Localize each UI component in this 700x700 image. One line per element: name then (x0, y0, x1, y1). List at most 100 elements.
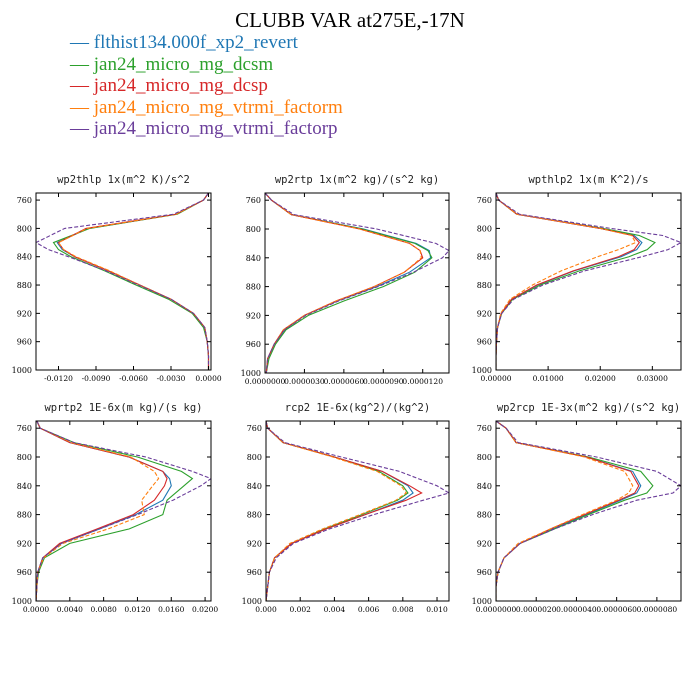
x-tick-label: 0.02000 (585, 374, 616, 383)
panel-title: wp2thlp 1x(m^2 K)/s^2 (57, 174, 190, 186)
x-tick-label: 0.0200 (192, 605, 218, 614)
legend-marker: — (70, 118, 89, 139)
y-tick-label: 800 (477, 224, 492, 233)
series-line (266, 421, 414, 601)
chart-panel: wpthlp2 1x(m K^2)/s 760 800 840 880 920 960 100… (472, 174, 682, 383)
x-tick-label: 0.00000 (480, 374, 511, 383)
y-tick-label: 920 (17, 309, 32, 318)
series-line (265, 193, 422, 373)
x-tick-label: 0.0000000 (245, 377, 286, 386)
x-tick-label: 0.0000120 (402, 377, 443, 386)
series-line (496, 193, 656, 370)
series-line (496, 193, 641, 370)
y-tick-label: 840 (477, 253, 492, 262)
legend-label: jan24_micro_mg_dcsp (93, 75, 268, 96)
y-tick-label: 880 (17, 511, 32, 520)
y-tick-label: 1000 (472, 597, 492, 606)
y-tick-label: 880 (17, 281, 32, 290)
legend-entry: — jan24_micro_mg_dcsm (70, 54, 343, 76)
y-tick-label: 760 (477, 424, 492, 433)
legend-label: jan24_micro_mg_dcsm (93, 53, 274, 75)
x-tick-label: 0.0120 (124, 605, 150, 614)
y-tick-label: 1000 (472, 366, 492, 375)
legend-label: jan24_micro_mg_vtrmi_factorp (93, 118, 338, 139)
chart-panel: rcp2 1E-6x(kg^2)/(kg^2) 760 800 840 880 920 96… (242, 402, 450, 614)
x-tick-label: 0.0000 (195, 374, 221, 383)
series-line (496, 421, 654, 601)
y-tick-label: 880 (477, 281, 492, 290)
y-tick-label: 800 (17, 224, 32, 233)
x-tick-label: 0.006 (358, 605, 380, 614)
y-tick-label: 920 (246, 311, 261, 320)
x-tick-label: 0.0000020 (516, 605, 557, 614)
y-tick-label: 800 (477, 453, 492, 462)
y-tick-label: 920 (17, 539, 32, 548)
y-tick-label: 840 (247, 482, 262, 491)
series-line (265, 193, 432, 373)
y-tick-label: 840 (17, 482, 32, 491)
x-tick-label: -0.0090 (82, 374, 111, 383)
x-tick-label: 0.000 (255, 605, 277, 614)
y-tick-label: 840 (477, 482, 492, 491)
chart-panel: wp2rtp 1x(m^2 kg)/(s^2 kg) 760 800 840 880 92… (241, 174, 450, 386)
legend-entry: — flthist134.000f_xp2_revert (70, 32, 343, 54)
chart-panel: wp2thlp 1x(m^2 K)/s^2 760 800 840 880 920 960 1… (12, 174, 222, 383)
y-tick-label: 1000 (242, 597, 262, 606)
y-tick-label: 840 (246, 254, 261, 263)
x-tick-label: 0.0000080 (637, 605, 678, 614)
y-tick-label: 760 (17, 424, 32, 433)
series-line (496, 193, 637, 370)
series-line (266, 421, 449, 601)
plot-frame (264, 192, 450, 374)
x-tick-label: -0.0120 (44, 374, 73, 383)
y-tick-label: 800 (246, 225, 261, 234)
series-line (266, 421, 423, 601)
panel-title: wp2rtp 1x(m^2 kg)/(s^2 kg) (275, 174, 439, 186)
plot-frame (265, 420, 450, 602)
y-tick-label: 960 (17, 338, 32, 347)
series-line (36, 421, 160, 601)
legend-marker: — (70, 75, 89, 96)
y-tick-label: 760 (247, 424, 262, 433)
figure-title: CLUBB VAR at275E,-17N (235, 8, 465, 32)
panel-title: rcp2 1E-6x(kg^2)/(kg^2) (285, 402, 430, 414)
y-tick-label: 760 (246, 196, 261, 205)
series-line (496, 193, 643, 370)
x-tick-label: 0.002 (289, 605, 311, 614)
y-tick-label: 760 (477, 196, 492, 205)
series-line (496, 421, 634, 601)
x-tick-label: 0.0040 (57, 605, 83, 614)
chart-panel: wprtp2 1E-6x(m kg)/(s kg) 760 800 840 880 920… (12, 402, 219, 614)
series-line (57, 193, 210, 370)
series-line (496, 421, 681, 601)
plot-frame (35, 192, 212, 371)
x-tick-label: 0.0000000 (476, 605, 517, 614)
x-tick-label: 0.0080 (91, 605, 117, 614)
panel-title: wprtp2 1E-6x(m kg)/(s kg) (44, 402, 202, 414)
x-tick-label: 0.0000090 (363, 377, 404, 386)
panel-title: wp2rcp 1E-3x(m^2 kg)/(s^2 kg) (497, 402, 680, 414)
legend-entry: — jan24_micro_mg_vtrmi_factorp (70, 118, 343, 140)
series-line (496, 193, 681, 370)
y-tick-label: 960 (477, 338, 492, 347)
chart-panel: wp2rcp 1E-3x(m^2 kg)/(s^2 kg) 760 800 840 88… (472, 402, 682, 614)
y-tick-label: 1000 (12, 366, 32, 375)
x-tick-label: 0.0160 (158, 605, 184, 614)
y-tick-label: 1000 (12, 597, 32, 606)
series-line (265, 193, 424, 373)
series-line (496, 421, 640, 601)
series-line (265, 193, 433, 373)
x-tick-label: 0.0000 (23, 605, 49, 614)
y-tick-label: 880 (477, 511, 492, 520)
series-line (36, 193, 210, 370)
y-tick-label: 960 (247, 568, 262, 577)
y-tick-label: 920 (477, 309, 492, 318)
x-tick-label: 0.03000 (637, 374, 668, 383)
plot-frame (495, 420, 682, 602)
y-tick-label: 1000 (241, 369, 261, 378)
legend-label: jan24_micro_mg_vtrmi_factorm (93, 96, 343, 118)
series-line (36, 421, 211, 601)
y-tick-label: 960 (17, 568, 32, 577)
series-line (265, 193, 449, 373)
